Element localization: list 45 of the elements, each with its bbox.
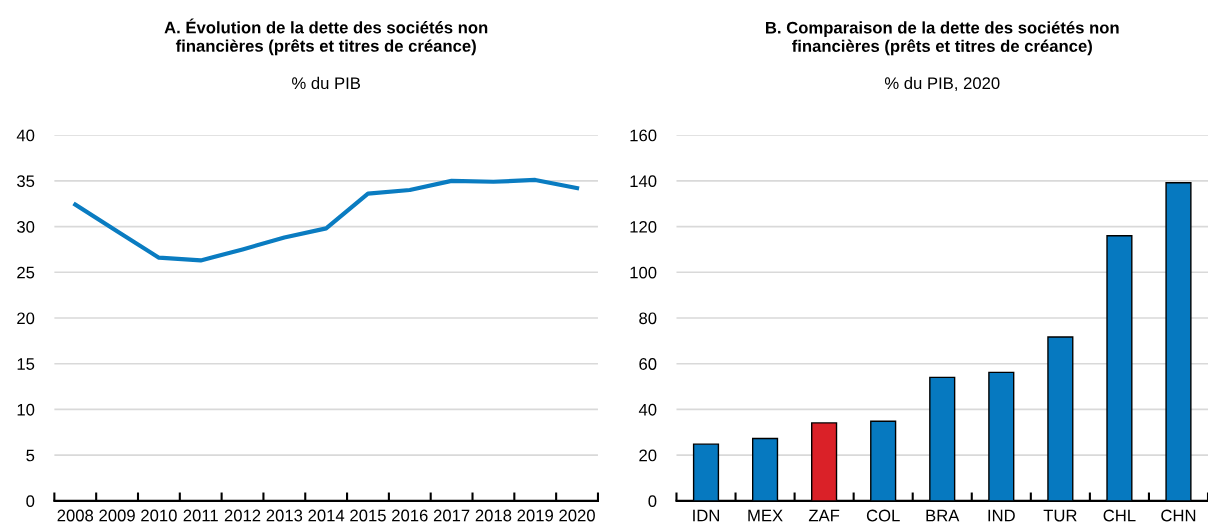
- y-tick-label: 40: [16, 129, 35, 142]
- x-tick-label: MEX: [748, 509, 783, 522]
- x-tick-label: 2011: [183, 509, 218, 522]
- x-tick-label: 2018: [475, 509, 512, 522]
- y-tick-label: 20: [639, 449, 657, 462]
- y-tick-label: 60: [639, 358, 657, 370]
- x-tick-label: TUR: [1043, 509, 1077, 522]
- x-tick-label: CHL: [1103, 509, 1136, 522]
- x-tick-label: 2016: [392, 509, 428, 522]
- y-tick-label: 10: [17, 403, 35, 416]
- y-tick-label: 80: [639, 312, 657, 325]
- y-tick-label: 100: [630, 266, 657, 279]
- y-tick-label: 5: [26, 449, 35, 462]
- chart-subtitle: % du PIB: [292, 76, 361, 90]
- x-tick-label: IDN: [693, 509, 719, 522]
- x-tick-label: BRA: [926, 509, 960, 522]
- x-tick-label: CHN: [1161, 509, 1196, 522]
- y-tick-label: 15: [17, 358, 35, 370]
- x-tick-label: 2015: [350, 509, 386, 522]
- chart-title: B. Comparaison de la dette des sociétés non financières (prêts et titres de créance): [766, 21, 1119, 56]
- y-tick-label: 0: [26, 495, 35, 508]
- y-tick-label: 30: [17, 220, 35, 233]
- y-tick-label: 0: [648, 495, 657, 508]
- x-tick-label: 2009: [99, 509, 135, 522]
- x-tick-label: COL: [866, 509, 900, 522]
- y-tick-label: 40: [638, 403, 657, 416]
- chart-title: A. Évolution de la dette des sociétés non financières (prêts et titres de créance): [164, 18, 488, 56]
- y-tick-label: 25: [17, 266, 35, 279]
- y-tick-label: 35: [17, 175, 35, 188]
- y-tick-label: 20: [17, 312, 35, 325]
- x-tick-label: 2014: [308, 509, 345, 522]
- x-tick-label: 2008: [57, 509, 94, 522]
- x-tick-label: 2010: [141, 509, 177, 522]
- y-tick-label: 160: [630, 129, 657, 142]
- y-tick-label: 120: [630, 220, 657, 233]
- x-tick-label: IND: [988, 509, 1015, 522]
- x-tick-label: 2012: [224, 509, 261, 522]
- x-tick-label: 2020: [559, 509, 595, 522]
- x-tick-label: ZAF: [808, 509, 840, 522]
- chart-subtitle: % du PIB, 2020: [884, 76, 1000, 92]
- x-tick-label: 2013: [266, 509, 303, 522]
- y-tick-label: 140: [630, 175, 657, 188]
- line-series: [73, 177, 580, 263]
- x-tick-label: 2019: [517, 509, 553, 522]
- x-tick-label: 2017: [433, 509, 470, 522]
